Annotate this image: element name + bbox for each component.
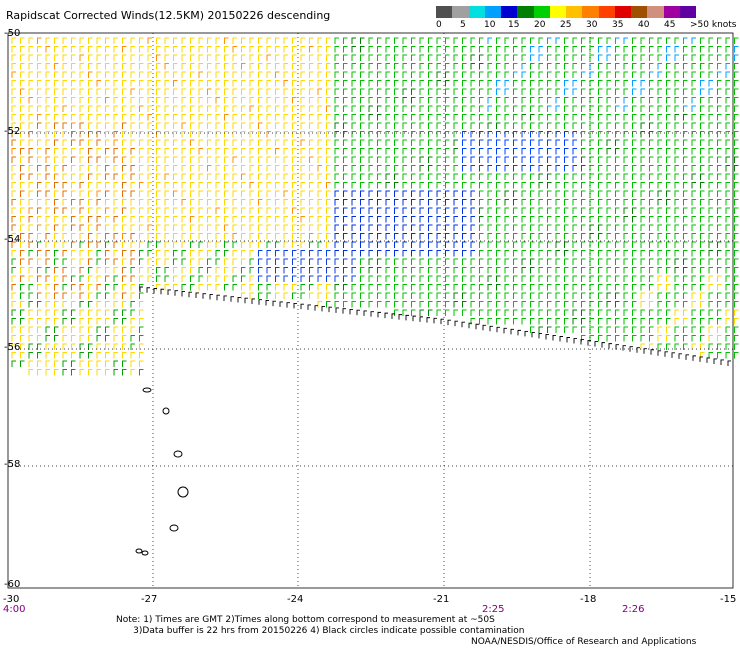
colorbar-label: 25 [560,20,572,30]
colorbar-swatch [484,6,501,18]
y-tick-label: -50 [4,28,21,39]
colorbar-label: 30 [586,20,598,30]
colorbar-swatch [517,6,534,18]
map-frame [7,32,734,589]
colorbar-label: >50 knots [690,20,737,30]
y-tick-label: -56 [4,342,21,353]
colorbar-swatch [533,6,550,18]
colorbar-swatch [468,6,485,18]
colorbar-swatch [436,6,453,18]
island [141,550,149,556]
island [173,450,183,458]
colorbar-label: 45 [664,20,676,30]
colorbar-swatch [566,6,583,18]
grid-lines [8,33,733,588]
island [162,407,170,415]
wind-barbs [11,37,739,376]
x-tick-label: -30 [3,594,20,605]
x-tick-label: -18 [580,594,597,605]
island [142,387,152,393]
colorbar-swatch [663,6,680,18]
colorbar-swatch [598,6,615,18]
colorbar-label: 10 [484,20,496,30]
island [177,486,189,498]
island [135,548,143,554]
x-tick-label: -21 [433,594,450,605]
colorbar-label: 0 [436,20,442,30]
colorbar-label: 5 [460,20,466,30]
notes: Note: 1) Times are GMT 2)Times along bot… [116,615,525,636]
colorbar-swatch [679,6,696,18]
time-label: 4:00 [3,604,26,615]
y-tick-label: -54 [4,234,21,245]
colorbar-label: 20 [534,20,546,30]
colorbar-swatch [501,6,518,18]
island [169,524,179,532]
y-tick-label: -60 [4,579,21,590]
colorbar-swatch [582,6,599,18]
y-tick-label: -52 [4,126,21,137]
colorbar-swatch [614,6,631,18]
map-title: Rapidscat Corrected Winds(12.5KM) 201502… [6,9,331,22]
colorbar-label: 40 [638,20,650,30]
colorbar-labels: 0 5 10 15 20 25 30 35 40 45 >50 knots [432,20,740,32]
colorbar-swatch [647,6,664,18]
time-label: 2:26 [622,604,645,615]
x-tick-label: -24 [287,594,304,605]
island-outlines [135,387,189,556]
time-label: 2:25 [482,604,505,615]
speed-colorbar [436,6,696,18]
credit: NOAA/NESDIS/Office of Research and Appli… [471,637,697,647]
colorbar-label: 35 [612,20,624,30]
colorbar-swatch [452,6,469,18]
colorbar-swatch [631,6,648,18]
colorbar-label: 15 [508,20,520,30]
colorbar-swatch [549,6,566,18]
x-tick-label: -27 [141,594,158,605]
x-tick-label: -15 [720,594,737,605]
y-tick-label: -58 [4,459,21,470]
